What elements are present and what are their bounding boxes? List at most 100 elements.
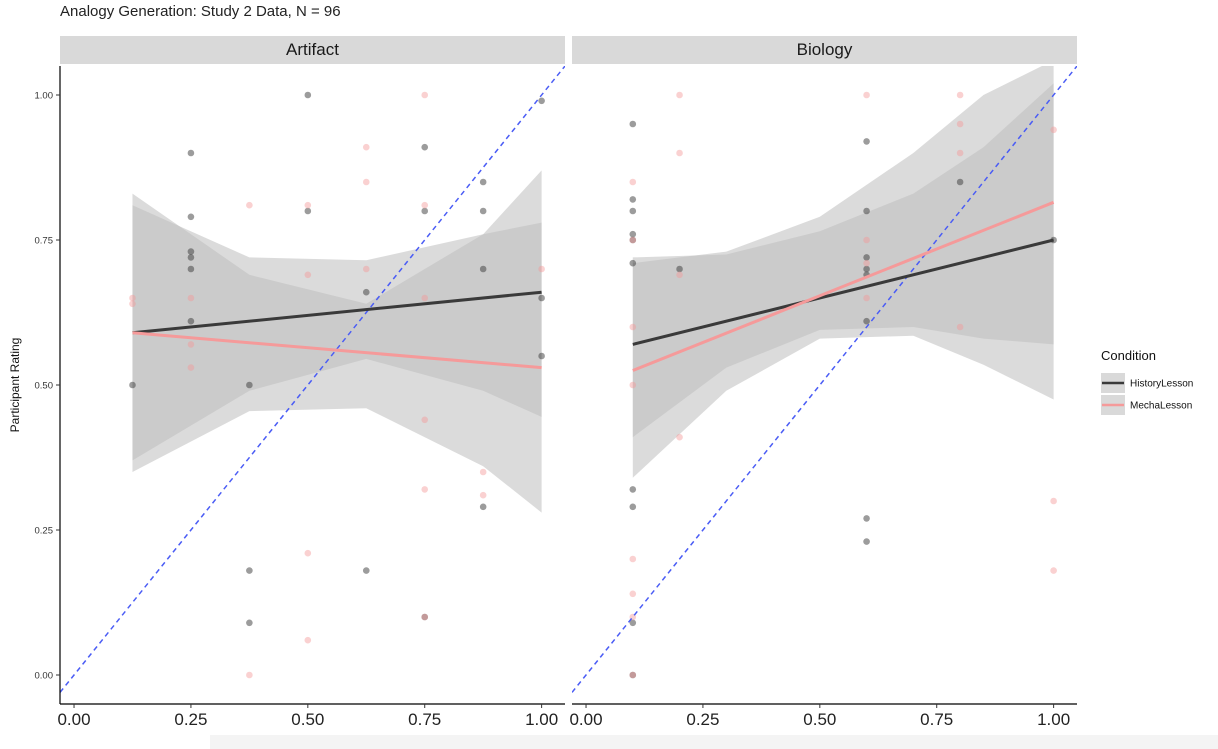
data-point-mechalesson	[956, 120, 964, 128]
legend-title: Condition	[1101, 348, 1156, 363]
data-point-mechalesson	[629, 671, 637, 679]
y-tick-label: 0.50	[35, 381, 54, 392]
data-point-mechalesson	[676, 91, 683, 99]
data-point-historylesson	[479, 265, 487, 273]
data-point-historylesson	[629, 503, 637, 511]
data-point-mechalesson	[362, 265, 370, 273]
data-point-mechalesson	[629, 381, 637, 389]
data-point-mechalesson	[629, 178, 637, 186]
data-point-mechalesson	[187, 364, 195, 371]
data-point-mechalesson	[629, 323, 637, 331]
data-point-mechalesson	[863, 91, 870, 99]
data-point-historylesson	[863, 265, 870, 273]
data-point-mechalesson	[676, 433, 683, 441]
data-point-historylesson	[479, 207, 487, 215]
data-point-mechalesson	[421, 294, 429, 302]
ci-ribbon-historylesson	[632, 83, 1054, 438]
data-point-historylesson	[246, 619, 253, 627]
data-point-mechalesson	[421, 486, 429, 493]
x-tick-label: 0.50	[803, 710, 836, 729]
data-point-mechalesson	[304, 271, 312, 279]
data-point-historylesson	[246, 567, 253, 574]
x-tick-label: 0.50	[291, 710, 324, 729]
plot-area	[60, 66, 565, 693]
data-point-historylesson	[304, 207, 312, 215]
data-point-mechalesson	[246, 201, 253, 209]
data-point-mechalesson	[304, 636, 312, 644]
data-point-mechalesson	[676, 271, 683, 279]
data-point-historylesson	[629, 486, 637, 493]
data-point-mechalesson	[246, 671, 253, 679]
data-point-mechalesson	[676, 149, 683, 157]
data-point-historylesson	[629, 619, 637, 627]
x-tick-label: 0.00	[569, 710, 602, 729]
x-tick-label: 1.00	[1037, 710, 1070, 729]
identity-line	[572, 66, 1077, 693]
fit-line-mechalesson	[132, 331, 542, 370]
data-point-mechalesson	[863, 259, 870, 267]
data-point-historylesson	[629, 236, 637, 244]
data-point-historylesson	[629, 207, 637, 215]
data-point-historylesson	[129, 381, 136, 389]
y-tick-label: 0.75	[35, 236, 54, 247]
data-point-mechalesson	[129, 294, 136, 302]
x-tick-label: 1.00	[525, 710, 558, 729]
data-point-mechalesson	[956, 91, 964, 99]
facet-strip	[572, 36, 1077, 64]
data-point-mechalesson	[479, 491, 487, 499]
data-point-historylesson	[863, 515, 870, 522]
data-point-mechalesson	[362, 143, 370, 151]
fit-line-historylesson	[132, 290, 542, 335]
data-point-mechalesson	[362, 178, 370, 186]
data-point-historylesson	[538, 352, 545, 360]
data-point-mechalesson	[421, 201, 429, 209]
data-point-historylesson	[676, 265, 683, 273]
chart-subtitle: Analogy Generation: Study 2 Data, N = 96	[60, 3, 341, 20]
data-point-mechalesson	[129, 300, 136, 308]
y-tick-label: 0.00	[35, 671, 54, 682]
data-point-mechalesson	[538, 265, 545, 273]
data-point-mechalesson	[421, 91, 429, 99]
identity-line	[60, 66, 565, 693]
data-point-historylesson	[421, 613, 429, 621]
data-point-mechalesson	[479, 468, 487, 476]
data-point-historylesson	[538, 294, 545, 302]
data-point-historylesson	[421, 207, 429, 215]
facet-label: Artifact	[286, 40, 339, 59]
panel-biology: Biology 0.00 0.25 0.50 0.75 1.00	[569, 36, 1077, 729]
data-point-historylesson	[863, 138, 870, 145]
y-tick-label: 1.00	[35, 91, 54, 102]
data-point-mechalesson	[304, 549, 312, 557]
data-point-historylesson	[629, 259, 637, 267]
legend-label-historylesson: HistoryLesson	[1130, 379, 1193, 390]
data-point-historylesson	[187, 265, 195, 273]
legend: Condition HistoryLesson MechaLesson	[1101, 348, 1193, 415]
data-point-historylesson	[956, 178, 964, 186]
fit-line-mechalesson	[632, 200, 1055, 372]
plot-area	[572, 66, 1077, 693]
data-point-historylesson	[362, 567, 370, 574]
data-point-mechalesson	[863, 294, 870, 302]
x-tick-label: 0.25	[174, 710, 207, 729]
data-point-historylesson	[479, 178, 487, 186]
data-point-historylesson	[863, 254, 870, 261]
data-point-mechalesson	[1050, 497, 1057, 505]
x-tick-label: 0.00	[57, 710, 90, 729]
footer-bar	[210, 735, 1218, 749]
data-point-historylesson	[187, 213, 195, 221]
data-point-mechalesson	[629, 236, 637, 244]
data-point-historylesson	[538, 97, 545, 105]
x-tick-label: 0.25	[686, 710, 719, 729]
data-point-mechalesson	[956, 149, 964, 157]
data-point-mechalesson	[863, 236, 870, 244]
legend-label-mechalesson: MechaLesson	[1130, 401, 1192, 412]
data-point-historylesson	[479, 503, 487, 511]
data-point-historylesson	[187, 149, 195, 157]
data-point-historylesson	[629, 230, 637, 238]
data-point-historylesson	[246, 381, 253, 389]
data-point-mechalesson	[1050, 126, 1057, 134]
y-axis-title: Participant Rating	[8, 338, 22, 433]
data-point-historylesson	[362, 288, 370, 296]
fit-line-historylesson	[632, 238, 1054, 346]
